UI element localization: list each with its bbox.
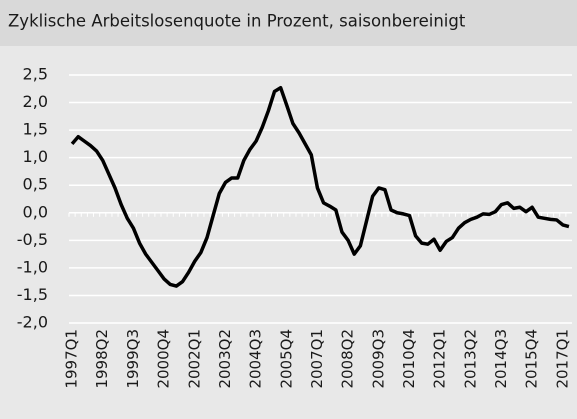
x-tick-label: 1998Q2 <box>93 329 111 389</box>
x-tick-label: 2015Q4 <box>523 329 541 389</box>
y-tick-label: -1,5 <box>17 285 48 304</box>
series-line <box>70 85 570 288</box>
y-tick-label: 1,5 <box>23 120 48 139</box>
x-tick-label: 2013Q2 <box>461 329 479 389</box>
y-tick-label: 0,5 <box>23 175 48 194</box>
x-tick-label: 2008Q2 <box>339 329 357 389</box>
x-tick-label: 2010Q4 <box>400 329 418 389</box>
y-tick-label: 1,0 <box>23 147 48 166</box>
x-tick-label: 2009Q3 <box>369 329 387 389</box>
x-tick-label: 1999Q3 <box>124 329 142 389</box>
y-tick-label: -1,0 <box>17 257 48 276</box>
x-tick-label: 2012Q1 <box>431 329 449 389</box>
x-tick-label: 2004Q3 <box>247 329 265 389</box>
x-tick-label: 2000Q4 <box>155 329 173 389</box>
x-tick-label: 2017Q1 <box>553 329 571 389</box>
y-tick-label: 0,0 <box>23 202 48 221</box>
y-tick-label: -0,5 <box>17 230 48 249</box>
y-tick-label: 2,0 <box>23 92 48 111</box>
header <box>0 0 577 46</box>
y-tick-label: 2,5 <box>23 65 48 84</box>
x-tick-label: 2005Q4 <box>277 329 295 389</box>
x-tick-label: 2002Q1 <box>185 329 203 389</box>
y-tick-label: -2,0 <box>17 313 48 332</box>
chart-subtitle: Zyklische Arbeitslosenquote in Prozent, … <box>8 12 466 31</box>
x-tick-label: 1997Q1 <box>63 329 81 389</box>
x-tick-label: 2003Q2 <box>216 329 234 389</box>
x-tick-label: 2014Q3 <box>492 329 510 389</box>
x-tick-label: 2007Q1 <box>308 329 326 389</box>
